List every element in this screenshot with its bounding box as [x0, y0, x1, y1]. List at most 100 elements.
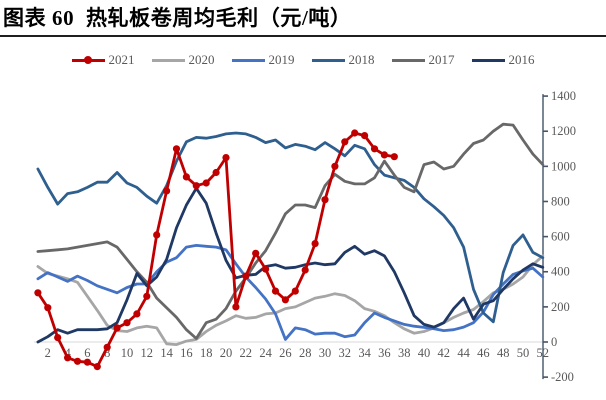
x-tick-label: 36	[378, 346, 391, 360]
x-tick-label: 32	[339, 346, 352, 360]
legend-label: 2017	[428, 52, 455, 67]
y-tick-label: 600	[551, 230, 570, 244]
series-marker-2021	[232, 303, 240, 311]
x-tick-label: 2	[45, 346, 51, 360]
series-marker-2021	[113, 324, 121, 332]
x-tick-label: 44	[457, 346, 470, 360]
series-marker-2021	[361, 132, 369, 140]
y-tick-label: 200	[551, 300, 570, 314]
series-marker-2021	[93, 363, 101, 371]
x-tick-label: 18	[200, 346, 213, 360]
series-marker-2021	[281, 296, 289, 304]
series-marker-2021	[143, 292, 151, 300]
x-tick-label: 22	[240, 346, 253, 360]
legend-item-2020: 2020	[151, 52, 215, 67]
series-marker-2021	[133, 310, 141, 318]
chart-legend: 2021 2020 2019 2018 2017 2016	[0, 52, 606, 68]
series-marker-2021	[242, 272, 250, 280]
chart-title: 图表 60 热轧板卷周均毛利（元/吨）	[3, 6, 352, 30]
legend-label: 2018	[348, 52, 375, 67]
x-tick-label: 24	[259, 346, 272, 360]
series-marker-2021	[351, 129, 359, 137]
x-tick-label: 30	[319, 346, 332, 360]
series-marker-2021	[321, 196, 329, 204]
legend-label: 2019	[268, 52, 295, 67]
series-line-2021	[36, 131, 396, 369]
y-tick-label: -200	[551, 370, 574, 384]
series-marker-2021	[73, 357, 82, 365]
legend-label: 2021	[108, 52, 135, 67]
legend-item-2019: 2019	[231, 52, 295, 67]
series-marker-2021	[341, 138, 349, 146]
x-tick-label: 20	[220, 346, 233, 360]
series-marker-2021	[153, 231, 161, 239]
series-marker-2021	[380, 151, 388, 159]
series-marker-2021	[390, 153, 398, 161]
series-marker-2021	[64, 354, 72, 362]
x-tick-label: 46	[477, 346, 490, 360]
series-marker-2021	[172, 145, 181, 153]
y-tick-label: 400	[551, 265, 570, 279]
legend-item-2018: 2018	[311, 52, 375, 67]
series-marker-2021	[262, 265, 270, 273]
series-marker-2021	[271, 287, 280, 295]
y-tick-label: 0	[551, 335, 557, 349]
legend-item-2021: 2021	[71, 52, 135, 67]
series-marker-2021	[301, 266, 309, 274]
title-underline-rule	[0, 35, 606, 37]
y-tick-label: 1200	[551, 124, 576, 138]
x-tick-label: 16	[180, 346, 193, 360]
y-tick-label: 1000	[551, 159, 576, 173]
x-tick-label: 40	[418, 346, 431, 360]
legend-line-icon	[311, 56, 345, 65]
series-marker-2021	[34, 289, 42, 297]
series-line-2020	[36, 254, 545, 347]
series-marker-2021	[222, 154, 230, 162]
series-marker-2021	[123, 319, 131, 327]
y-tick-label: 1400	[551, 89, 576, 103]
series-marker-2021	[291, 287, 299, 295]
legend-item-2017: 2017	[391, 52, 455, 67]
series-marker-2021	[83, 358, 91, 366]
series-marker-2021	[192, 182, 200, 190]
x-tick-label: 10	[121, 346, 134, 360]
y-tick-label: 800	[551, 194, 570, 208]
legend-line-icon	[471, 56, 505, 65]
series-marker-2021	[163, 187, 171, 195]
x-tick-label: 50	[517, 346, 530, 360]
series-line-2016	[36, 186, 545, 344]
x-tick-label: 8	[104, 346, 110, 360]
x-tick-label: 4	[64, 346, 71, 360]
x-tick-label: 28	[299, 346, 312, 360]
x-tick-label: 48	[497, 346, 510, 360]
legend-label: 2020	[188, 52, 215, 67]
x-tick-label: 42	[438, 346, 451, 360]
series-marker-2021	[44, 304, 52, 312]
series-marker-2021	[182, 173, 190, 181]
x-tick-label: 12	[141, 346, 154, 360]
series-marker-2021	[252, 249, 260, 257]
x-tick-label: 26	[279, 346, 292, 360]
series-marker-2021	[54, 334, 62, 342]
x-tick-label: 6	[84, 346, 90, 360]
legend-item-2016: 2016	[471, 52, 535, 67]
series-marker-2021	[103, 343, 111, 351]
legend-line-icon	[71, 56, 105, 65]
x-tick-label: 34	[358, 346, 371, 360]
legend-line-icon	[391, 56, 425, 65]
series-marker-2021	[331, 162, 339, 170]
legend-label: 2016	[508, 52, 535, 67]
x-tick-label: 14	[160, 346, 173, 360]
legend-line-icon	[231, 56, 265, 65]
series-line-2017	[36, 122, 545, 340]
series-line-2018	[36, 131, 545, 324]
legend-line-icon	[151, 56, 185, 65]
x-tick-label: 52	[537, 346, 550, 360]
legend-marker-dot-icon	[84, 56, 92, 64]
series-line-2019	[36, 243, 545, 341]
series-marker-2021	[311, 240, 319, 248]
x-tick-label: 38	[398, 346, 411, 360]
series-marker-2021	[202, 179, 210, 187]
